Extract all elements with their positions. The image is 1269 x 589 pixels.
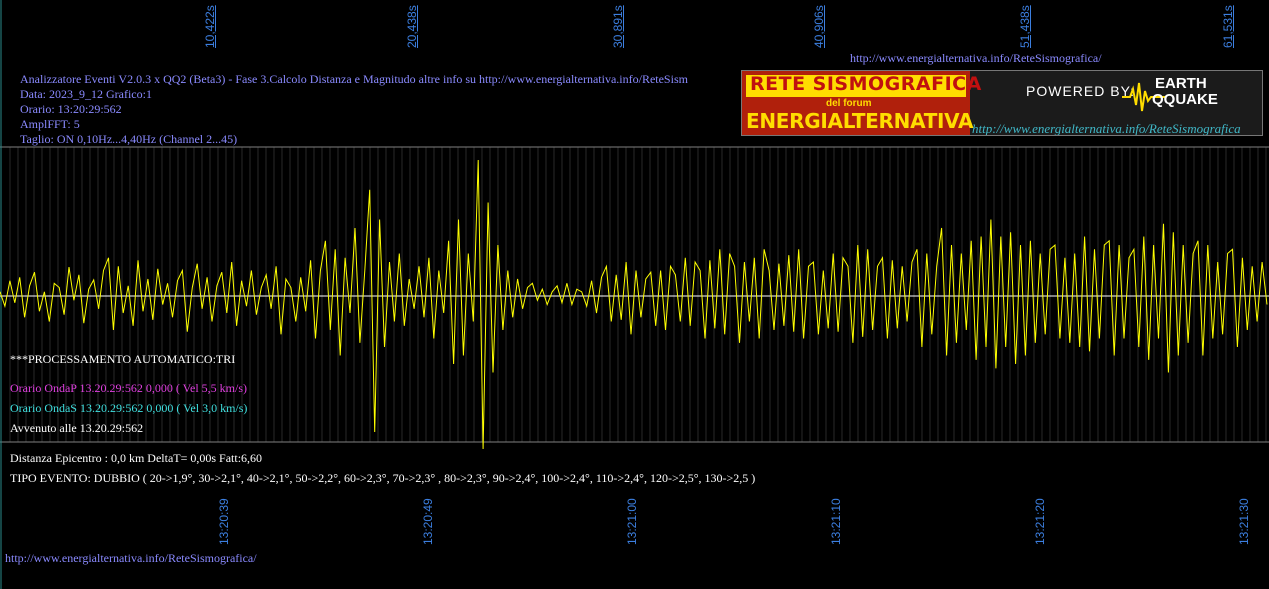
info-line: Data: 2023_9_12 Grafico:1 bbox=[20, 87, 152, 101]
top-tick-label: 61,531s bbox=[1221, 5, 1235, 48]
info-line: Orario: 13:20:29:562 bbox=[20, 102, 122, 116]
p-wave-time: Orario OndaP 13.20.29:562 0,000 ( Vel 5,… bbox=[10, 381, 247, 395]
bottom-tick-label: 13:21:30 bbox=[1237, 498, 1251, 545]
logo-brand-earth: EARTH bbox=[1155, 75, 1207, 92]
bottom-tick-label: 13:21:10 bbox=[829, 498, 843, 545]
rete-sismografica-logo[interactable]: RETE SISMOGRAFICA del forum ENERGIALTERN… bbox=[741, 70, 1263, 136]
bottom-url-link[interactable]: http://www.energialternativa.info/ReteSi… bbox=[5, 551, 257, 565]
epicenter-distance: Distanza Epicentro : 0,0 km DeltaT= 0,00… bbox=[10, 451, 263, 465]
seismograph-icon bbox=[1122, 82, 1166, 112]
logo-brand-quake: QQUAKE bbox=[1152, 91, 1218, 108]
top-tick-label: 40,906s bbox=[812, 5, 826, 48]
info-line: AmplFFT: 5 bbox=[20, 117, 80, 131]
logo-title: RETE SISMOGRAFICA bbox=[750, 73, 982, 95]
info-line: Analizzatore Eventi V2.0.3 x QQ2 (Beta3)… bbox=[20, 72, 688, 86]
top-tick-label: 30,891s bbox=[611, 5, 625, 48]
logo-powered-by: POWERED BY: bbox=[1026, 83, 1136, 99]
top-tick-label: 20,438s bbox=[405, 5, 419, 48]
s-wave-time: Orario OndaS 13.20.29:562 0,000 ( Vel 3,… bbox=[10, 401, 248, 415]
logo-subtitle: del forum bbox=[826, 98, 872, 109]
top-tick-label: 51,438s bbox=[1018, 5, 1032, 48]
event-type: TIPO EVENTO: DUBBIO ( 20->1,9°, 30->2,1°… bbox=[10, 471, 756, 485]
processing-title: ***PROCESSAMENTO AUTOMATICO:TRI bbox=[10, 352, 236, 366]
logo-yellow-band bbox=[746, 75, 966, 97]
info-line: Taglio: ON 0,10Hz...4,40Hz (Channel 2...… bbox=[20, 132, 238, 146]
top-tick-label: 10,422s bbox=[203, 5, 217, 48]
seismic-trace bbox=[0, 159, 1268, 450]
event-occurred-time: Avvenuto alle 13.20.29:562 bbox=[10, 421, 144, 435]
top-url-link[interactable]: http://www.energialternativa.info/ReteSi… bbox=[850, 51, 1102, 65]
bottom-tick-label: 13:20:49 bbox=[421, 498, 435, 545]
bottom-tick-label: 13:21:00 bbox=[625, 498, 639, 545]
info-block: Analizzatore Eventi V2.0.3 x QQ2 (Beta3)… bbox=[20, 72, 688, 147]
logo-url[interactable]: http://www.energialternativa.info/ReteSi… bbox=[972, 121, 1241, 136]
bottom-tick-label: 13:20:39 bbox=[217, 498, 231, 545]
bottom-tick-label: 13:21:20 bbox=[1033, 498, 1047, 545]
logo-forum-name: ENERGIALTERNATIVA bbox=[746, 109, 974, 133]
